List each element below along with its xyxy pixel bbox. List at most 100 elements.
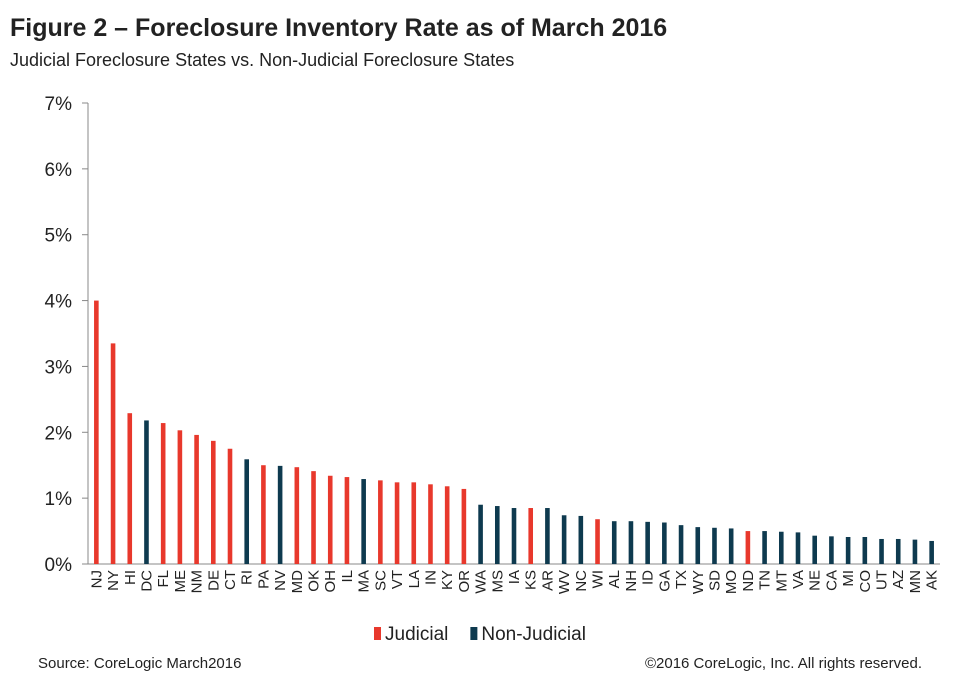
bar	[578, 515, 584, 564]
bar	[912, 539, 918, 564]
bar	[428, 484, 433, 564]
x-tick-label: CO	[857, 570, 874, 593]
bar	[745, 531, 751, 564]
bar	[628, 521, 634, 564]
y-tick-label: 5%	[45, 226, 73, 247]
bar	[895, 538, 901, 564]
legend-label: Judicial	[385, 624, 448, 645]
bar	[778, 531, 784, 564]
legend-swatch	[470, 627, 478, 640]
x-tick-label: ND	[740, 570, 757, 592]
bar	[478, 504, 483, 564]
x-tick-label: RI	[239, 570, 256, 585]
x-tick-label: MN	[907, 570, 924, 593]
bar	[378, 480, 383, 564]
bar	[344, 477, 350, 564]
legend-label: Non-Judicial	[481, 624, 586, 645]
x-tick-label: AK	[924, 570, 941, 590]
bar	[327, 475, 333, 564]
x-tick-label: OH	[322, 570, 339, 593]
bar	[127, 413, 133, 564]
x-tick-label: AR	[539, 570, 556, 591]
bar	[160, 423, 166, 564]
y-tick-label: 4%	[45, 292, 73, 313]
x-tick-label: WA	[473, 570, 490, 594]
bar	[812, 535, 818, 564]
x-tick-label: MD	[289, 570, 306, 593]
bar	[294, 467, 300, 564]
bar	[695, 527, 701, 564]
bar	[845, 536, 851, 564]
x-tick-label: FL	[155, 570, 172, 588]
x-tick-label: VT	[389, 570, 406, 589]
bar	[227, 448, 233, 564]
x-tick-label: MA	[356, 570, 373, 593]
bar	[511, 508, 517, 564]
x-tick-label: GA	[656, 570, 673, 592]
x-tick-label: TN	[757, 570, 774, 590]
bar	[444, 486, 450, 564]
x-tick-label: KS	[523, 570, 540, 590]
bar	[311, 471, 316, 564]
bar	[144, 420, 149, 564]
bar	[795, 532, 801, 564]
bar	[595, 519, 600, 564]
x-tick-label: CA	[823, 570, 840, 591]
x-tick-label: MT	[773, 570, 790, 592]
x-tick-label: UT	[874, 570, 891, 590]
bar	[361, 479, 366, 564]
bar	[879, 538, 884, 564]
x-tick-label: DE	[205, 570, 222, 591]
bar	[929, 540, 934, 564]
x-tick-label: NY	[105, 570, 122, 591]
bar	[210, 440, 216, 564]
bar	[662, 522, 667, 564]
x-tick-label: CT	[222, 570, 239, 590]
bar	[678, 525, 684, 564]
x-tick-label: OR	[456, 570, 473, 593]
bar	[829, 536, 834, 564]
x-tick-label: IN	[422, 570, 439, 585]
bar	[461, 488, 467, 564]
bar	[862, 536, 868, 564]
legend-swatch	[374, 627, 381, 640]
bar	[394, 482, 400, 564]
bar	[277, 465, 283, 564]
bar	[712, 527, 717, 564]
x-tick-label: HI	[122, 570, 139, 585]
bar	[110, 343, 116, 564]
x-tick-label: WY	[690, 570, 707, 594]
bar	[645, 521, 650, 564]
bar	[494, 506, 500, 564]
x-tick-label: ME	[172, 570, 189, 593]
y-tick-label: 1%	[45, 489, 73, 510]
x-tick-label: VA	[790, 570, 807, 589]
chart-subtitle: Judicial Foreclosure States vs. Non-Judi…	[10, 50, 514, 70]
bar	[561, 515, 567, 564]
x-tick-label: DC	[138, 570, 155, 592]
x-tick-label: NJ	[88, 570, 105, 588]
x-tick-label: AZ	[890, 570, 907, 589]
chart-title: Figure 2 – Foreclosure Inventory Rate as…	[10, 14, 667, 42]
y-tick-label: 7%	[45, 94, 73, 115]
bar	[261, 465, 266, 564]
bar	[728, 528, 734, 564]
bar	[528, 508, 534, 564]
copyright: ©2016 CoreLogic, Inc. All rights reserve…	[645, 655, 922, 672]
x-tick-label: NC	[573, 570, 590, 592]
source: Source: CoreLogic March2016	[38, 655, 241, 672]
x-tick-label: NV	[272, 570, 289, 591]
x-tick-label: SD	[706, 570, 723, 591]
x-tick-label: AL	[606, 570, 623, 588]
x-tick-label: OK	[306, 570, 323, 592]
bar	[194, 434, 199, 564]
x-tick-label: IA	[506, 570, 523, 584]
bar	[545, 508, 550, 564]
bar	[611, 521, 617, 564]
y-tick-label: 0%	[45, 555, 73, 576]
x-tick-label: SC	[372, 570, 389, 591]
x-tick-label: WI	[590, 570, 607, 588]
x-tick-label: KY	[439, 570, 456, 590]
x-tick-label: ID	[640, 570, 657, 585]
